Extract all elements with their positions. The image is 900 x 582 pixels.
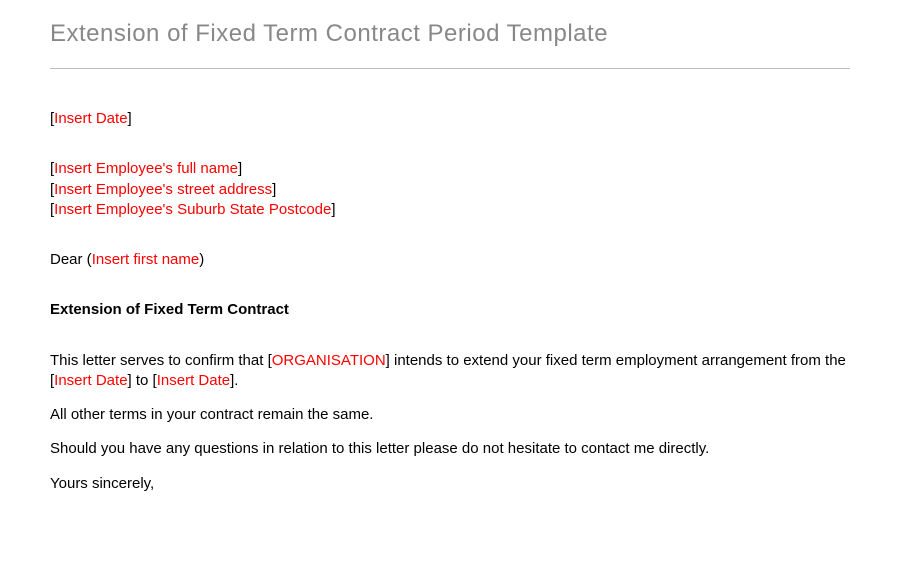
placeholder-first-name: Insert first name (92, 251, 200, 268)
bracket-close: ] (128, 110, 132, 127)
paragraph-2: All other terms in your contract remain … (50, 405, 850, 425)
paragraph-1: This letter serves to confirm that [ORGA… (50, 351, 850, 392)
p1-text-4: ]. (230, 372, 238, 389)
letter-body: [Insert Date] [Insert Employee's full na… (50, 109, 850, 494)
salutation-block: Dear (Insert first name) (50, 250, 850, 270)
page-title: Extension of Fixed Term Contract Period … (50, 20, 850, 48)
address-line-street: [Insert Employee's street address] (50, 180, 850, 200)
subject-line: Extension of Fixed Term Contract (50, 300, 850, 320)
bracket-close: ] (238, 160, 242, 177)
salutation-prefix: Dear ( (50, 251, 92, 268)
date-block: [Insert Date] (50, 109, 850, 129)
document-page: Extension of Fixed Term Contract Period … (0, 0, 900, 494)
placeholder-to-date: Insert Date (157, 372, 230, 389)
bracket-close: ] (272, 181, 276, 198)
horizontal-rule (50, 68, 850, 69)
date-line: [Insert Date] (50, 109, 850, 129)
address-line-suburb: [Insert Employee's Suburb State Postcode… (50, 200, 850, 220)
placeholder-full-name: Insert Employee's full name (54, 160, 238, 177)
placeholder-street: Insert Employee's street address (54, 181, 272, 198)
signoff: Yours sincerely, (50, 474, 850, 494)
placeholder-organisation: ORGANISATION (272, 352, 386, 369)
placeholder-date: Insert Date (54, 110, 127, 127)
p1-text-1: This letter serves to confirm that [ (50, 352, 272, 369)
placeholder-suburb: Insert Employee's Suburb State Postcode (54, 201, 331, 218)
bracket-close: ] (331, 201, 335, 218)
address-line-name: [Insert Employee's full name] (50, 159, 850, 179)
salutation-suffix: ) (199, 251, 204, 268)
placeholder-from-date: Insert Date (54, 372, 127, 389)
p1-text-3: ] to [ (128, 372, 157, 389)
paragraph-3: Should you have any questions in relatio… (50, 439, 850, 459)
address-block: [Insert Employee's full name] [Insert Em… (50, 159, 850, 220)
